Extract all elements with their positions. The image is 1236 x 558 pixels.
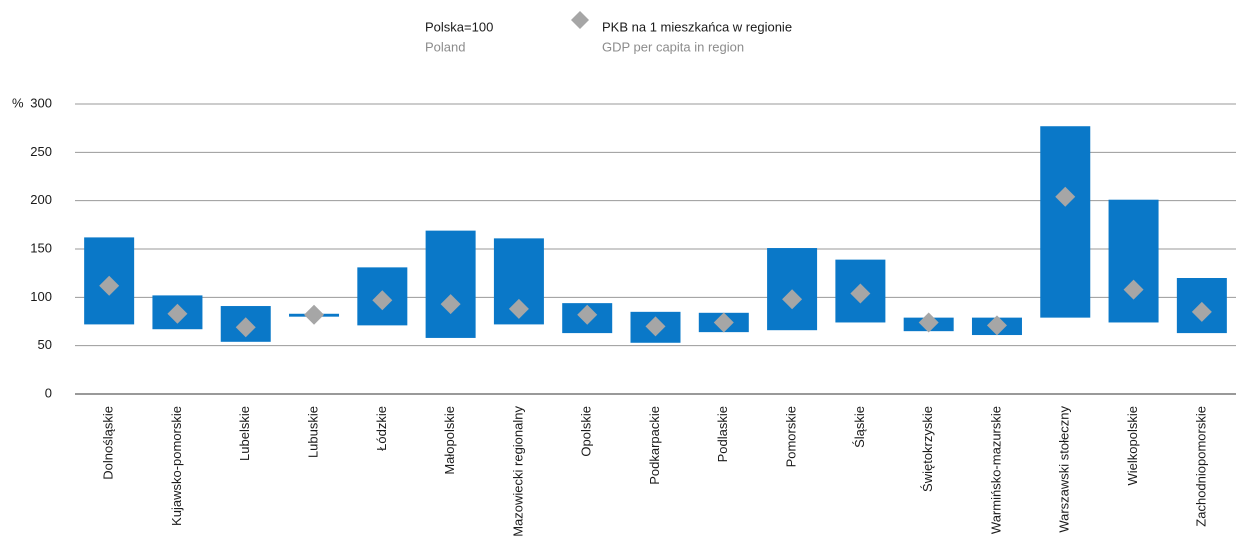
x-tick-label: Warmińsko-mazurskie xyxy=(988,406,1003,534)
x-tick-label: Lubelskie xyxy=(237,406,252,461)
x-tick-label: Lubuskie xyxy=(305,406,320,458)
legend-note: Polska=100 xyxy=(425,19,493,34)
marker xyxy=(304,304,325,325)
y-tick-label: 300 xyxy=(30,95,52,110)
marker xyxy=(508,298,529,319)
marker xyxy=(167,303,188,324)
marker xyxy=(1123,279,1144,300)
y-tick-label: 100 xyxy=(30,289,52,304)
marker xyxy=(372,290,393,311)
marker xyxy=(986,315,1007,336)
x-tick-label: Dolnośląskie xyxy=(101,406,116,480)
x-tick-label: Małopolskie xyxy=(442,406,457,475)
marker xyxy=(782,289,803,310)
bar xyxy=(1108,199,1159,323)
legend-label: PKB na 1 mieszkańca w regionie xyxy=(602,19,792,34)
y-tick-label: 250 xyxy=(30,144,52,159)
marker xyxy=(645,316,666,337)
y-tick-label: 0 xyxy=(45,385,52,400)
x-tick-label: Wielkopolskie xyxy=(1125,406,1140,485)
x-tick-label: Kujawsko-pomorskie xyxy=(169,406,184,526)
legend-label-en: GDP per capita in region xyxy=(602,39,744,54)
x-tick-label: Pomorskie xyxy=(784,406,799,467)
x-tick-label: Podlaskie xyxy=(715,406,730,462)
y-tick-label: 50 xyxy=(38,337,52,352)
marker xyxy=(1055,186,1076,207)
y-unit: % xyxy=(12,95,24,110)
marker xyxy=(235,317,256,338)
marker xyxy=(1191,301,1212,322)
marker xyxy=(713,312,734,333)
x-tick-label: Zachodniopomorskie xyxy=(1193,406,1208,527)
bar xyxy=(425,230,476,338)
x-tick-label: Podkarpackie xyxy=(647,406,662,485)
x-tick-label: Świętokrzyskie xyxy=(920,406,935,492)
legend-marker xyxy=(571,11,589,29)
marker xyxy=(440,294,461,315)
marker xyxy=(850,283,871,304)
bar xyxy=(1040,126,1091,318)
x-tick-label: Mazowiecki regionalny xyxy=(510,406,525,537)
y-tick-label: 150 xyxy=(30,240,52,255)
marker xyxy=(918,312,939,333)
x-tick-label: Śląskie xyxy=(852,406,867,448)
marker xyxy=(577,304,598,325)
marker xyxy=(99,275,120,296)
x-tick-label: Łódzkie xyxy=(374,406,389,451)
legend-note-en: Poland xyxy=(425,39,465,54)
x-tick-label: Opolskie xyxy=(579,406,594,457)
y-tick-label: 200 xyxy=(30,192,52,207)
x-tick-label: Warszawski stołeczny xyxy=(1057,406,1072,533)
bar xyxy=(767,248,818,331)
